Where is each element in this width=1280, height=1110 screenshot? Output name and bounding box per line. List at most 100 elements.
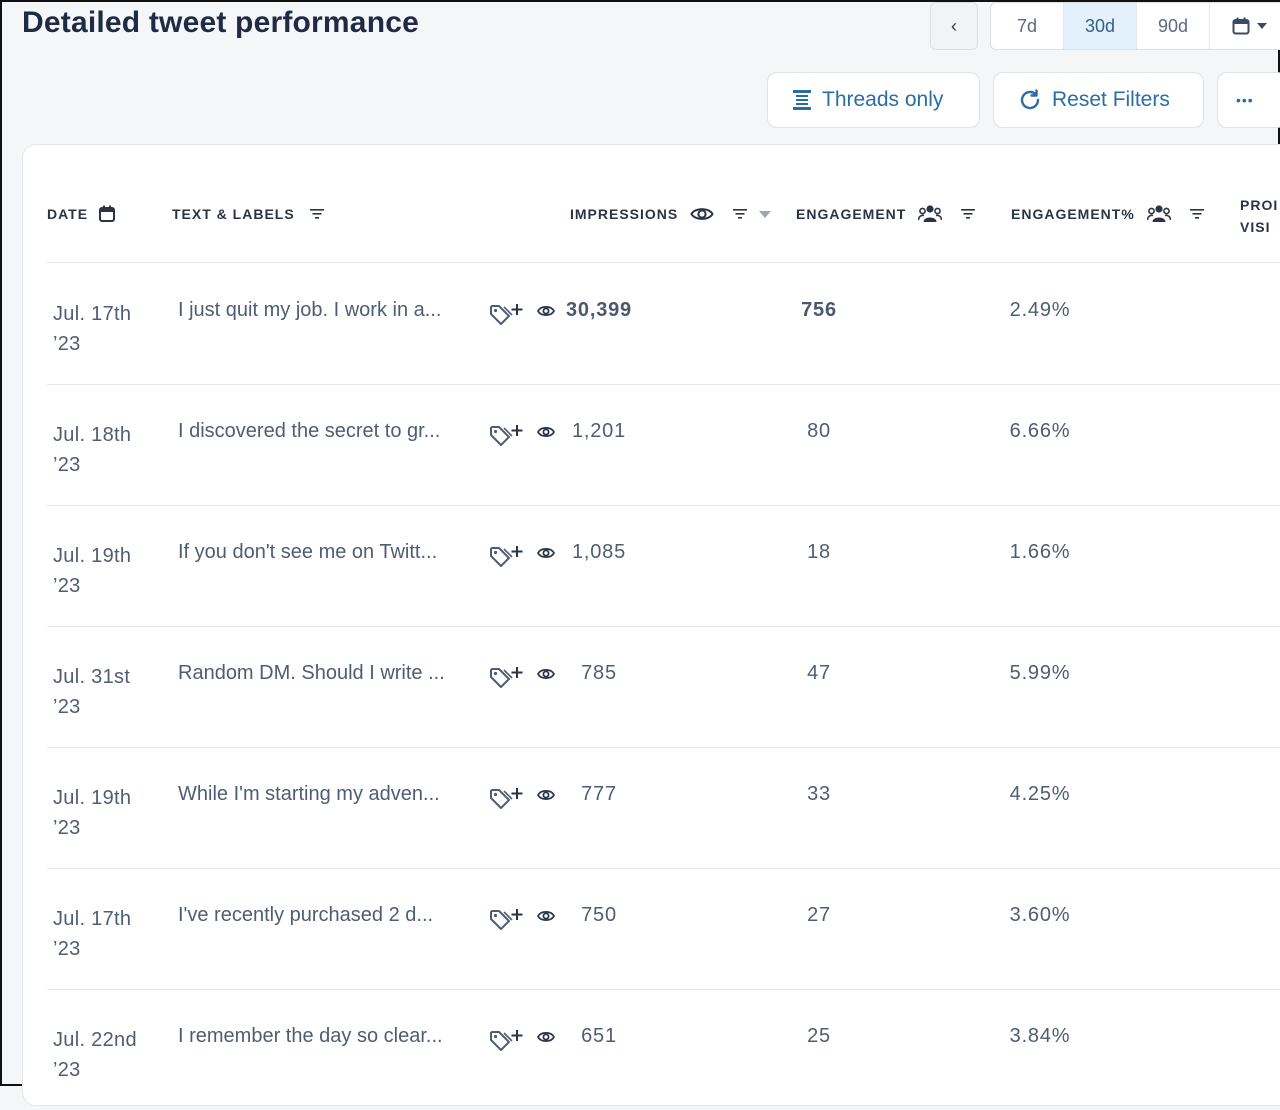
- row-engagement: 18: [807, 541, 831, 563]
- table-row[interactable]: Jul. 31st ’23 Random DM. Should I write …: [47, 626, 1280, 748]
- row-date-day: Jul. 18th: [53, 424, 132, 446]
- date-range-selector: 7d 30d 90d: [990, 2, 1280, 50]
- sort-descending-icon[interactable]: [758, 209, 772, 219]
- row-impressions: 1,085: [571, 541, 627, 563]
- more-options-button[interactable]: •••: [1217, 72, 1280, 128]
- filter-icon[interactable]: [732, 207, 748, 221]
- engagement-percent-header-label: ENGAGEMENT%: [1011, 206, 1135, 222]
- reset-filters-button[interactable]: Reset Filters: [993, 72, 1204, 128]
- row-date: Jul. 19th ’23: [53, 541, 131, 601]
- row-impressions: 1,201: [571, 420, 627, 442]
- view-tweet-icon[interactable]: [537, 304, 555, 318]
- add-label-icon[interactable]: [488, 664, 524, 690]
- row-date-year: ’23: [53, 817, 81, 839]
- range-90d-button[interactable]: 90d: [1137, 3, 1210, 49]
- row-tweet-text[interactable]: I remember the day so clear...: [178, 1025, 443, 1047]
- column-header-engagement-percent[interactable]: ENGAGEMENT%: [1011, 196, 1205, 232]
- table-row[interactable]: Jul. 17th ’23 I've recently purchased 2 …: [47, 868, 1280, 990]
- more-icon: •••: [1236, 92, 1254, 108]
- row-tweet-text[interactable]: I've recently purchased 2 d...: [178, 904, 434, 926]
- profile-visits-header-line1: PROI: [1240, 197, 1279, 213]
- threads-only-label: Threads only: [822, 88, 944, 111]
- column-header-date[interactable]: DATE: [47, 196, 116, 232]
- filter-icon[interactable]: [309, 207, 325, 221]
- caret-down-icon: [1257, 23, 1267, 29]
- table-card: [22, 144, 1280, 1106]
- row-engagement-percent: 2.49%: [1009, 299, 1071, 321]
- view-tweet-icon[interactable]: [537, 788, 555, 802]
- previous-range-button[interactable]: ‹: [930, 2, 978, 50]
- calendar-picker-button[interactable]: [1210, 3, 1280, 49]
- row-engagement-percent: 3.60%: [1009, 904, 1071, 926]
- date-header-label: DATE: [47, 206, 89, 222]
- row-date-day: Jul. 22nd: [53, 1029, 137, 1051]
- row-date-year: ’23: [53, 696, 81, 718]
- row-date-year: ’23: [53, 454, 81, 476]
- row-date: Jul. 18th ’23: [53, 420, 131, 480]
- filter-icon[interactable]: [1189, 207, 1205, 221]
- row-tweet-text[interactable]: I discovered the secret to gr...: [178, 420, 441, 442]
- row-impressions: 30,399: [566, 299, 632, 321]
- range-30d-button[interactable]: 30d: [1064, 3, 1137, 49]
- header-divider: [47, 262, 1280, 263]
- add-label-icon[interactable]: [488, 301, 524, 327]
- row-engagement: 27: [807, 904, 831, 926]
- row-date: Jul. 19th ’23: [53, 783, 131, 843]
- row-date: Jul. 22nd ’23: [53, 1025, 137, 1085]
- view-tweet-icon[interactable]: [537, 1030, 555, 1044]
- engagement-header-label: ENGAGEMENT: [796, 206, 907, 222]
- row-date-day: Jul. 17th: [53, 908, 132, 930]
- row-impressions: 651: [581, 1025, 617, 1047]
- column-header-profile-visits[interactable]: PROI VISI: [1240, 194, 1278, 238]
- filter-icon[interactable]: [960, 207, 976, 221]
- users-icon: [1146, 205, 1171, 222]
- view-tweet-icon[interactable]: [537, 546, 555, 560]
- row-date-day: Jul. 19th: [53, 787, 132, 809]
- table-row[interactable]: Jul. 17th ’23 I just quit my job. I work…: [47, 263, 1280, 385]
- add-label-icon[interactable]: [488, 543, 524, 569]
- column-header-text-labels[interactable]: TEXT & LABELS: [172, 196, 325, 232]
- text-labels-header-label: TEXT & LABELS: [172, 206, 295, 222]
- eye-icon: [690, 208, 714, 220]
- add-label-icon[interactable]: [488, 422, 524, 448]
- row-date: Jul. 17th ’23: [53, 299, 131, 359]
- table-row[interactable]: Jul. 19th ’23 If you don't see me on Twi…: [47, 505, 1280, 627]
- row-tweet-text[interactable]: If you don't see me on Twitt...: [178, 541, 438, 563]
- row-engagement-percent: 6.66%: [1009, 420, 1071, 442]
- row-tweet-text[interactable]: Random DM. Should I write ...: [178, 662, 445, 684]
- view-tweet-icon[interactable]: [537, 909, 555, 923]
- row-date: Jul. 17th ’23: [53, 904, 131, 964]
- row-engagement-percent: 5.99%: [1009, 662, 1071, 684]
- row-engagement: 80: [807, 420, 831, 442]
- row-engagement-percent: 4.25%: [1009, 783, 1071, 805]
- column-header-impressions[interactable]: IMPRESSIONS: [570, 196, 772, 232]
- view-tweet-icon[interactable]: [537, 667, 555, 681]
- row-tweet-text[interactable]: I just quit my job. I work in a...: [178, 299, 442, 321]
- column-header-engagement[interactable]: ENGAGEMENT: [796, 196, 976, 232]
- row-date-year: ’23: [53, 1059, 81, 1081]
- users-icon: [918, 205, 943, 222]
- threads-only-button[interactable]: Threads only: [767, 72, 980, 128]
- row-date-day: Jul. 17th: [53, 303, 132, 325]
- calendar-icon: [1232, 17, 1250, 35]
- calendar-icon: [99, 205, 116, 222]
- range-7d-button[interactable]: 7d: [991, 3, 1064, 49]
- view-tweet-icon[interactable]: [537, 425, 555, 439]
- row-date-year: ’23: [53, 575, 81, 597]
- table-row[interactable]: Jul. 22nd ’23 I remember the day so clea…: [47, 989, 1280, 1110]
- row-engagement: 25: [807, 1025, 831, 1047]
- row-tweet-text[interactable]: While I'm starting my adven...: [178, 783, 440, 805]
- row-impressions: 777: [581, 783, 617, 805]
- row-engagement: 33: [807, 783, 831, 805]
- row-date-day: Jul. 31st: [53, 666, 131, 688]
- add-label-icon[interactable]: [488, 785, 524, 811]
- page-title: Detailed tweet performance: [22, 6, 419, 39]
- add-label-icon[interactable]: [488, 906, 524, 932]
- row-impressions: 750: [581, 904, 617, 926]
- table-row[interactable]: Jul. 18th ’23 I discovered the secret to…: [47, 384, 1280, 506]
- profile-visits-header-line2: VISI: [1240, 219, 1271, 235]
- row-engagement: 47: [807, 662, 831, 684]
- table-row[interactable]: Jul. 19th ’23 While I'm starting my adve…: [47, 747, 1280, 869]
- add-label-icon[interactable]: [488, 1027, 524, 1053]
- row-engagement-percent: 1.66%: [1009, 541, 1071, 563]
